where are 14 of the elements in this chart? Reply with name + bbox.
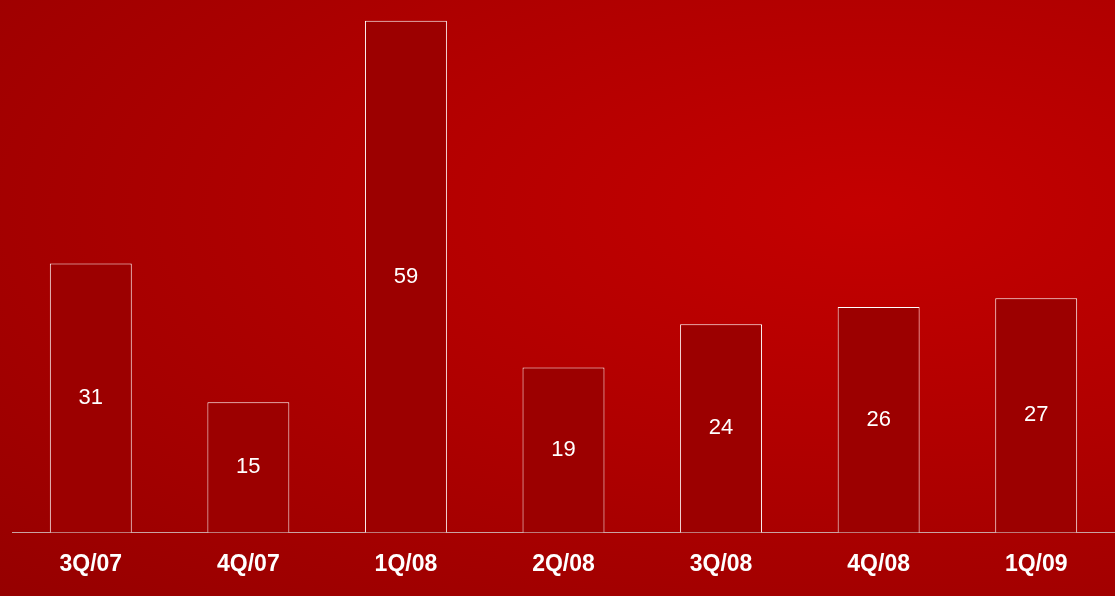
data-label: 15: [236, 453, 261, 479]
x-tick-label: 3Q/07: [59, 549, 123, 576]
x-tick-label: 1Q/09: [1004, 549, 1068, 576]
data-label: 24: [708, 414, 734, 440]
data-label: 26: [866, 405, 891, 431]
x-tick-label: 3Q/08: [689, 549, 753, 576]
x-tick-label: 4Q/08: [847, 549, 911, 576]
x-tick-label: 1Q/08: [374, 549, 438, 576]
data-label: 19: [551, 436, 576, 462]
x-tick-label: 2Q/08: [532, 549, 596, 576]
data-label: 31: [78, 384, 104, 410]
data-label: 27: [1023, 401, 1049, 427]
x-tick-label: 4Q/07: [217, 549, 280, 576]
data-label: 59: [393, 262, 419, 288]
